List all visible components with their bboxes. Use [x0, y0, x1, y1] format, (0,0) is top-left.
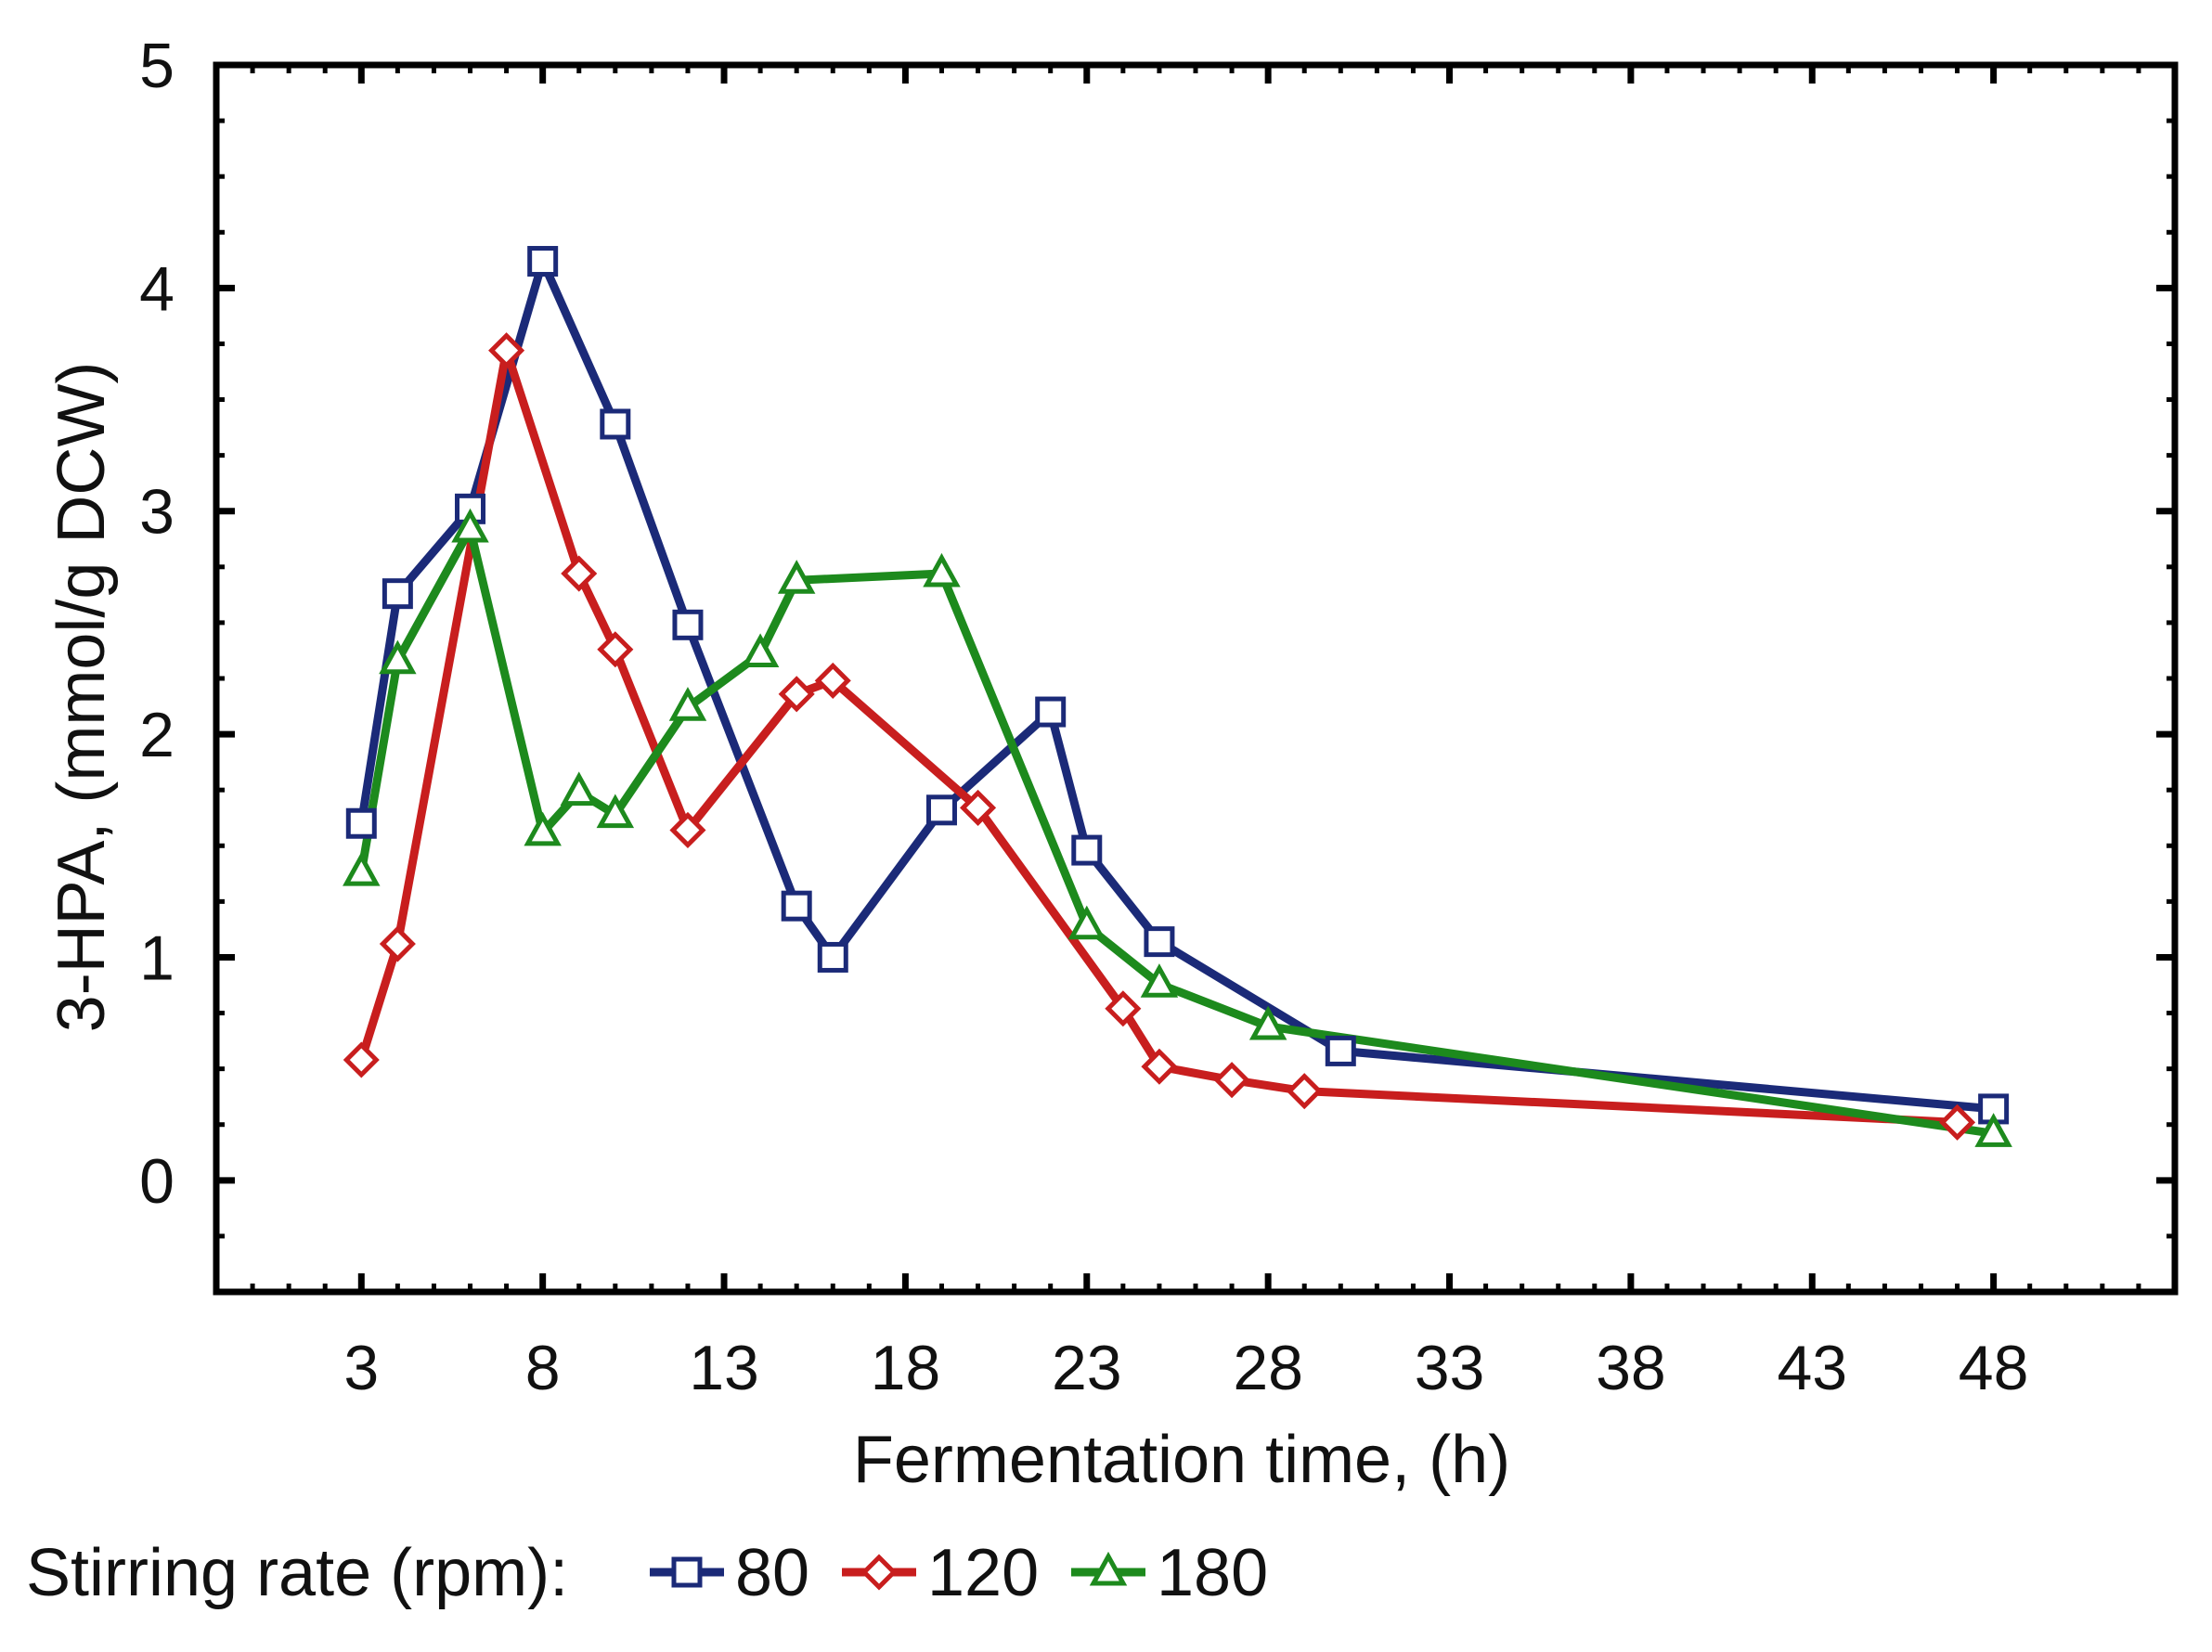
- data-point-120: [1105, 990, 1142, 1027]
- data-point-80: [925, 794, 957, 826]
- legend-entries: 80 120 180: [650, 1536, 1268, 1610]
- data-point-180: [379, 639, 417, 675]
- data-point-180: [560, 771, 598, 807]
- x-tick-label: 48: [1959, 1333, 2029, 1403]
- data-point-180: [1067, 905, 1106, 940]
- x-tick-label: 13: [689, 1333, 759, 1403]
- data-point-180: [777, 560, 816, 594]
- series-lines: [356, 257, 1999, 1138]
- series-line-180: [356, 524, 1999, 1138]
- data-point-180: [1140, 963, 1179, 998]
- data-point-180: [343, 851, 381, 886]
- x-tick-label: 23: [1052, 1333, 1122, 1403]
- data-point-120: [1939, 1103, 1976, 1141]
- data-point-120: [669, 811, 706, 848]
- data-point-120: [1213, 1062, 1250, 1099]
- data-point-120: [1141, 1048, 1178, 1085]
- series-line-120: [356, 346, 1962, 1127]
- data-point-80: [527, 246, 559, 277]
- data-point-120: [379, 925, 416, 962]
- y-tick-label: 5: [139, 31, 175, 101]
- series-markers: [343, 246, 2012, 1147]
- data-point-180: [741, 633, 780, 668]
- data-point-120: [960, 789, 997, 826]
- legend-marker-120: [860, 1554, 898, 1591]
- data-point-120: [1286, 1073, 1323, 1110]
- y-tick-label: 0: [139, 1146, 175, 1217]
- data-point-80: [382, 578, 413, 610]
- legend-label: 80: [735, 1536, 809, 1610]
- legend-entry-80: 80: [650, 1536, 809, 1610]
- data-point-80: [1035, 696, 1067, 728]
- data-point-120: [597, 631, 634, 668]
- legend-label: 120: [927, 1536, 1039, 1610]
- data-point-180: [1248, 1005, 1287, 1040]
- legend-marker-180: [1089, 1551, 1128, 1586]
- data-point-120: [778, 676, 815, 713]
- legend-title: Stirring rate (rpm):: [26, 1536, 568, 1610]
- data-point-180: [524, 811, 562, 846]
- data-point-120: [488, 332, 525, 369]
- legend: Stirring rate (rpm): 80 120 180: [26, 1536, 1268, 1610]
- plot-frame: [213, 61, 2179, 1296]
- data-point-120: [814, 662, 851, 699]
- legend-entry-120: 120: [842, 1536, 1039, 1610]
- y-tick-label: 3: [139, 477, 175, 548]
- data-point-180: [923, 552, 961, 587]
- y-tick-labels: 0 1 2 3 4 5: [139, 31, 175, 1217]
- y-tick-label: 2: [139, 700, 175, 770]
- legend-entry-180: 180: [1071, 1536, 1268, 1610]
- data-point-80: [345, 807, 377, 839]
- data-point-180: [451, 508, 489, 543]
- y-axis-title: 3-HPA, (mmol/g DCW): [45, 362, 119, 1033]
- legend-label: 180: [1157, 1536, 1268, 1610]
- x-tick-label: 33: [1415, 1333, 1485, 1403]
- x-tick-label: 8: [525, 1333, 561, 1403]
- x-tick-label: 3: [343, 1333, 379, 1403]
- data-point-80: [600, 408, 631, 440]
- series-line-80: [356, 257, 1999, 1114]
- x-tick-labels: 3 8 13 18 23 28 33 38 43 48: [343, 1333, 2028, 1403]
- data-point-80: [781, 890, 812, 922]
- data-point-80: [1325, 1035, 1356, 1066]
- data-point-80: [1071, 834, 1103, 866]
- data-point-80: [672, 609, 704, 640]
- y-tick-label: 4: [139, 253, 175, 324]
- x-tick-label: 28: [1233, 1333, 1303, 1403]
- x-axis-title: Fermentation time, (h): [853, 1423, 1510, 1497]
- x-tick-label: 38: [1596, 1333, 1666, 1403]
- data-point-180: [668, 687, 707, 721]
- x-tick-label: 18: [871, 1333, 941, 1403]
- data-point-180: [1974, 1113, 2012, 1147]
- y-tick-label: 1: [139, 923, 175, 993]
- data-point-80: [1144, 926, 1175, 958]
- legend-marker-80: [671, 1556, 703, 1588]
- data-point-120: [561, 555, 598, 592]
- x-tick-label: 43: [1777, 1333, 1847, 1403]
- data-point-120: [343, 1041, 380, 1078]
- data-point-80: [817, 941, 848, 973]
- data-point-180: [596, 794, 635, 829]
